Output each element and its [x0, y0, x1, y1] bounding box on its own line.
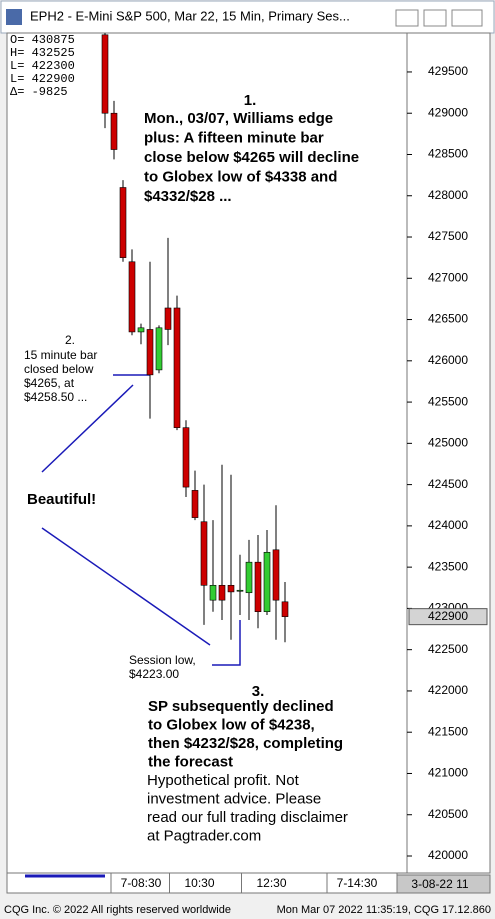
maximize-button[interactable]: [423, 9, 447, 27]
annotation-text: to Globex low of $4238,: [148, 716, 315, 733]
annotation-text: 15 minute bar: [24, 348, 97, 362]
x-tick-label: 7-08:30: [121, 876, 162, 890]
annotation-number: 1.: [244, 92, 257, 109]
connector: [41, 527, 211, 646]
candle-body: [245, 561, 253, 594]
x-tick-label: 12:30: [256, 876, 286, 890]
y-tick-label: 423500: [428, 559, 468, 573]
x-tick-label: 10:30: [184, 876, 214, 890]
annotation-number: 2.: [65, 333, 75, 347]
y-tick-label: 427000: [428, 270, 468, 284]
connector: [41, 384, 134, 473]
annotation-text: $4332/$28 ...: [144, 188, 232, 205]
connector: [212, 620, 241, 666]
annotation-text: investment advice. Please: [147, 790, 321, 807]
data-box-line: Δ= -9825: [10, 85, 68, 99]
data-box-line: H= 432525: [10, 46, 75, 60]
candle-body: [227, 584, 235, 593]
y-tick-label: 426500: [428, 312, 468, 326]
close-button[interactable]: [451, 9, 483, 27]
annotation-lines: [41, 374, 241, 666]
annotation-text: close below $4265 will decline: [144, 149, 359, 166]
y-tick-label: 420000: [428, 848, 468, 862]
y-tick-label: 425000: [428, 436, 468, 450]
y-tick-label: 425500: [428, 394, 468, 408]
y-tick-label: 424500: [428, 477, 468, 491]
candle-body: [236, 589, 244, 592]
time-box-label: 3-08-22 11: [411, 877, 468, 891]
y-tick-label: 429500: [428, 64, 468, 78]
annotation-text: Mon., 03/07, Williams edge: [144, 110, 333, 127]
footer-right: Mon Mar 07 2022 11:35:19, CQG 17.12.860: [277, 904, 491, 916]
annotation-text: $4265, at: [24, 376, 75, 390]
candle-body: [182, 427, 190, 488]
annotation-text: read our full trading disclaimer: [147, 809, 348, 826]
data-box-line: L= 422900: [10, 72, 75, 86]
plot-area: [6, 32, 408, 874]
y-tick-label: 421500: [428, 724, 468, 738]
candle-body: [146, 329, 154, 376]
annotation-text: Hypothetical profit. Not: [147, 772, 300, 789]
annotation-text: SP subsequently declined: [148, 698, 334, 715]
price-axis: [406, 32, 491, 874]
annotation-text: Beautiful!: [27, 491, 96, 508]
annotation-text: to Globex low of $4338 and: [144, 168, 337, 185]
app-icon: [6, 9, 22, 25]
annotation-text: plus: A fifteen minute bar: [144, 129, 324, 146]
y-tick-label: 427500: [428, 229, 468, 243]
candle-body: [101, 34, 109, 114]
y-tick-label: 422500: [428, 642, 468, 656]
candle-body: [272, 549, 280, 601]
last-price-label: 422900: [428, 609, 468, 623]
y-tick-label: 420500: [428, 807, 468, 821]
annotation-text: the forecast: [148, 753, 233, 770]
candle-body: [164, 307, 172, 330]
annotation-text: closed below: [24, 362, 94, 376]
candle-body: [155, 327, 163, 371]
y-tick-label: 429000: [428, 105, 468, 119]
candle-body: [191, 490, 199, 518]
candle-body: [200, 521, 208, 586]
y-tick-label: 426000: [428, 353, 468, 367]
annotation-text: then $4232/$28, completing: [148, 735, 343, 752]
annotation-text: at Pagtrader.com: [147, 827, 261, 844]
annotation-number: 3.: [252, 683, 265, 700]
time-box: [396, 874, 491, 894]
candle-body: [209, 584, 217, 601]
candle-body: [137, 327, 145, 333]
minimize-button[interactable]: [395, 9, 419, 27]
window-title: EPH2 - E-Mini S&P 500, Mar 22, 15 Min, P…: [30, 8, 350, 23]
candle-body: [128, 261, 136, 333]
candle-body: [254, 561, 262, 613]
last-price-box: [408, 608, 488, 626]
candle-body: [218, 584, 226, 601]
y-tick-label: 422000: [428, 683, 468, 697]
annotation-text: $4258.50 ...: [24, 390, 87, 404]
candle-body: [263, 551, 271, 613]
y-tick-label: 421000: [428, 766, 468, 780]
annotation-text: $4223.00: [129, 667, 179, 681]
data-box-line: O= 430875: [10, 33, 75, 47]
y-tick-label: 424000: [428, 518, 468, 532]
x-tick-label: 7-14:30: [337, 876, 378, 890]
data-box-line: L= 422300: [10, 59, 75, 73]
y-tick-label: 428500: [428, 147, 468, 161]
candle-body: [110, 112, 118, 150]
candle-body: [119, 187, 127, 258]
footer-left: CQG Inc. © 2022 All rights reserved worl…: [4, 904, 231, 916]
candle-body: [281, 601, 289, 617]
y-tick-label: 428000: [428, 188, 468, 202]
candle-body: [173, 307, 181, 428]
annotation-text: Session low,: [129, 653, 196, 667]
